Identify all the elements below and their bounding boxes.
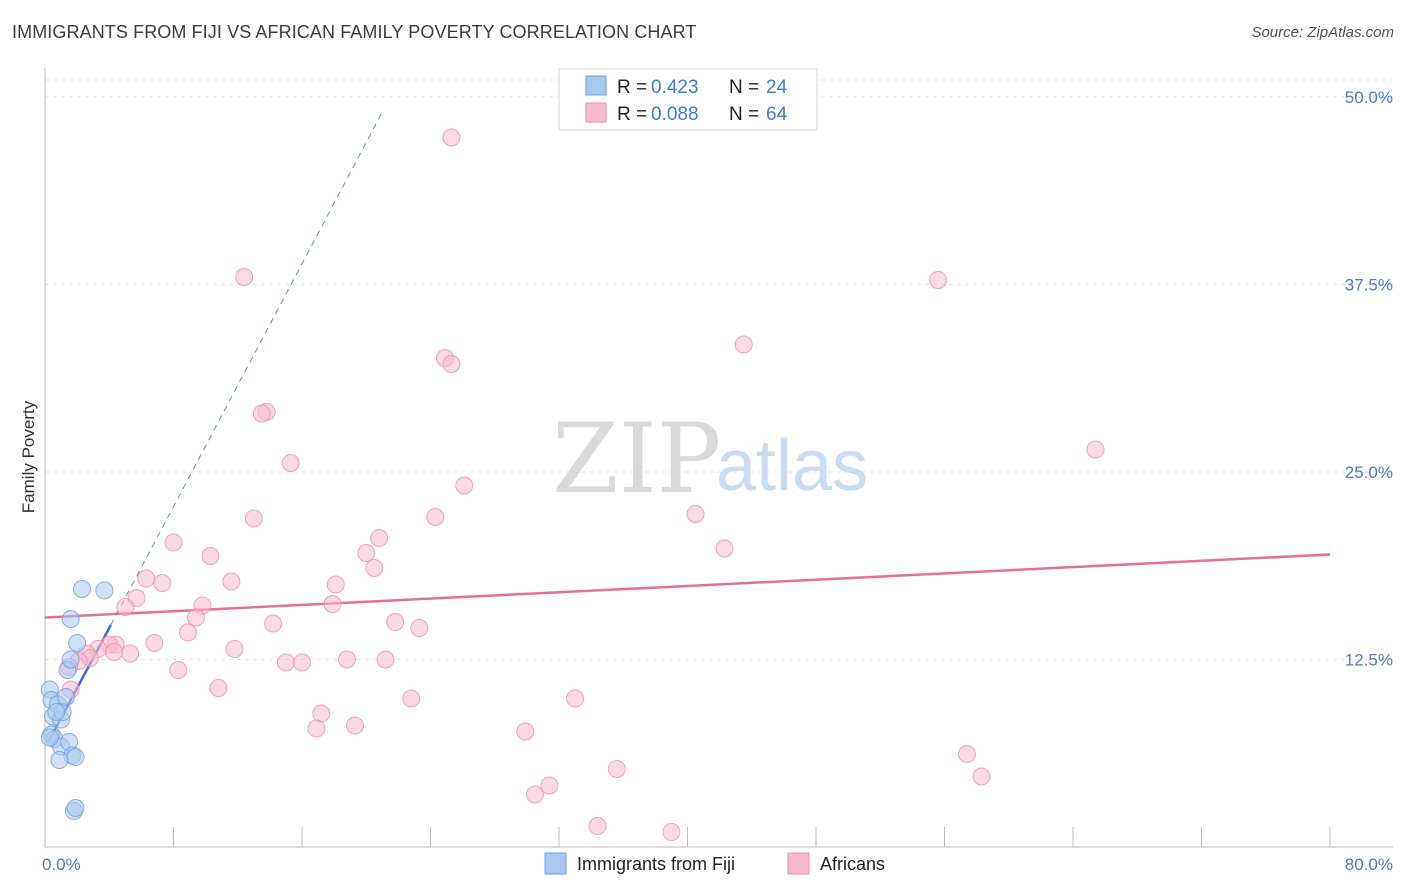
legend-fiji-r-label: R = (617, 77, 647, 98)
point-fiji-8 (56, 688, 75, 706)
point-africans-18 (715, 539, 734, 558)
point-africans-39 (105, 643, 124, 661)
point-africans-28 (186, 608, 205, 627)
point-africans-53 (307, 719, 326, 738)
watermark: ZIP atlas (552, 403, 868, 515)
point-africans-19 (365, 559, 384, 577)
source-credit: Source: ZipAtlas.com (1251, 24, 1394, 41)
point-africans-29 (264, 614, 283, 633)
bottom-legend-fiji: Immigrants from Fiji (577, 854, 735, 874)
legend-africans-n-label: N = (729, 104, 759, 125)
gridlines (45, 79, 1393, 660)
point-africans-51 (566, 689, 585, 708)
point-fiji-23 (47, 703, 66, 721)
trend-line-africans (44, 553, 1331, 619)
point-africans-55 (516, 722, 535, 741)
point-africans-49 (209, 679, 228, 697)
point-africans-46 (337, 650, 356, 669)
point-africans-45 (293, 653, 311, 672)
legend-fiji-n-value: 24 (766, 77, 788, 98)
point-africans-2 (929, 271, 948, 289)
point-africans-26 (323, 595, 342, 613)
point-africans-61 (588, 817, 607, 835)
point-africans-48 (169, 661, 188, 679)
y-tick-label-0: 12.5% (1345, 651, 1393, 670)
point-africans-62 (662, 823, 681, 841)
point-africans-38 (121, 644, 140, 663)
point-africans-57 (607, 760, 626, 778)
point-fiji-14 (95, 581, 114, 600)
point-africans-32 (178, 623, 197, 642)
point-fiji-21 (66, 799, 85, 817)
bottom-legend-swatch-africans (787, 852, 810, 875)
point-fiji-22 (40, 728, 59, 747)
point-fiji-10 (61, 650, 80, 669)
point-africans-1 (235, 268, 254, 286)
series-legend: Immigrants from Fiji Africans (544, 852, 885, 875)
point-fiji-13 (72, 580, 91, 598)
point-africans-30 (386, 613, 405, 631)
point-africans-27 (116, 598, 135, 616)
y-tick-label-3: 50.0% (1345, 88, 1393, 107)
point-africans-34 (145, 634, 164, 652)
correlation-legend: R = 0.423 N = 24 R = 0.088 N = 64 (558, 68, 818, 131)
y-axis-label: Family Poverty (19, 400, 38, 513)
legend-africans-r-value: 0.088 (651, 104, 699, 125)
legend-swatch-africans (585, 102, 607, 123)
point-africans-50 (402, 689, 421, 708)
point-africans-10 (455, 476, 474, 495)
point-africans-56 (957, 745, 976, 763)
trend-line-fiji-extension (110, 111, 383, 626)
point-africans-52 (312, 704, 331, 723)
y-tick-label-2: 37.5% (1345, 276, 1393, 295)
bottom-legend-swatch-fiji (544, 852, 567, 875)
point-africans-14 (370, 529, 389, 547)
y-tick-label-1: 25.0% (1345, 463, 1393, 482)
watermark-zip: ZIP (552, 403, 721, 515)
point-africans-13 (426, 508, 445, 526)
point-africans-16 (357, 544, 376, 562)
watermark-atlas: atlas (716, 426, 868, 506)
point-fiji-18 (66, 748, 85, 766)
point-africans-0 (442, 128, 461, 147)
point-africans-58 (972, 767, 991, 786)
point-africans-60 (525, 785, 544, 804)
legend-fiji-r-value: 0.423 (651, 77, 699, 98)
point-fiji-12 (61, 610, 80, 628)
legend-swatch-fiji (585, 75, 607, 96)
bottom-legend-africans: Africans (820, 854, 885, 874)
point-africans-44 (276, 653, 295, 672)
x-tick-label-max: 80.0% (1345, 855, 1393, 874)
point-africans-47 (376, 650, 395, 669)
legend-africans-n-value: 64 (766, 104, 788, 125)
point-africans-8 (281, 454, 300, 472)
legend-africans-r-label: R = (617, 104, 647, 125)
point-africans-22 (222, 572, 241, 591)
point-africans-9 (1086, 440, 1105, 459)
point-africans-7 (252, 404, 271, 423)
point-fiji-11 (68, 634, 87, 652)
point-africans-12 (244, 509, 263, 528)
y-tick-labels: 12.5% 25.0% 37.5% 50.0% (1345, 88, 1393, 670)
point-africans-31 (410, 619, 429, 637)
point-africans-20 (137, 569, 156, 588)
legend-fiji-n-label: N = (729, 77, 759, 98)
point-africans-23 (326, 575, 345, 594)
point-africans-11 (686, 505, 705, 523)
point-africans-54 (346, 716, 365, 735)
point-africans-15 (164, 533, 183, 552)
point-africans-21 (153, 574, 172, 592)
chart-title: IMMIGRANTS FROM FIJI VS AFRICAN FAMILY P… (12, 22, 697, 42)
point-africans-37 (225, 640, 244, 658)
x-tick-label-min: 0.0% (42, 855, 81, 874)
point-africans-17 (201, 547, 220, 565)
point-africans-3 (734, 335, 753, 354)
data-points (40, 128, 1105, 841)
point-fiji-19 (50, 751, 69, 769)
point-africans-5 (442, 355, 461, 373)
point-africans-59 (540, 776, 559, 795)
